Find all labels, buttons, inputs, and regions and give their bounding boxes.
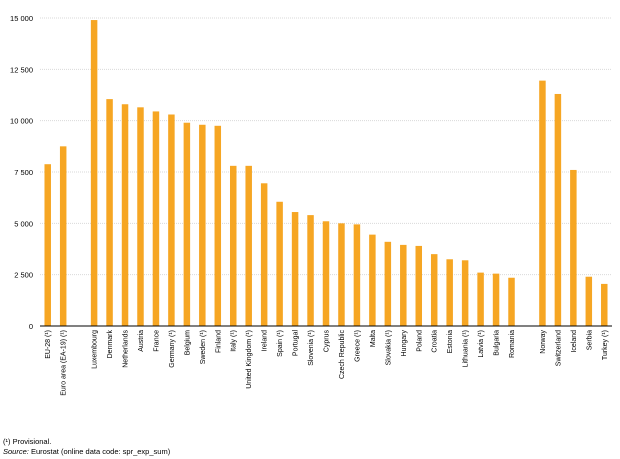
bar — [585, 276, 593, 326]
x-tick-label: Hungary — [401, 330, 408, 357]
bar — [59, 146, 67, 326]
x-tick-label: Norway — [540, 330, 547, 354]
x-tick-label: Malta — [370, 330, 377, 347]
source-label: Source: — [3, 447, 29, 456]
x-tick-label: Latvia (¹) — [478, 330, 485, 358]
y-axis-ticks: 0 2 500 5 000 7 500 10 000 12 500 15 000 — [10, 14, 33, 331]
bar — [322, 221, 330, 326]
x-tick-label: Iceland — [571, 330, 578, 353]
x-tick-label: Netherlands — [123, 330, 130, 368]
bar — [601, 283, 608, 326]
bar — [260, 183, 268, 326]
bar — [245, 165, 252, 326]
bar — [183, 122, 191, 326]
x-tick-label: Slovenia (¹) — [308, 330, 315, 366]
footnote-source: Source: Eurostat (online data code: spr_… — [3, 447, 170, 456]
x-axis-labels: EU-28 (¹) Euro area (EA-19) (¹) Luxembourg… — [45, 330, 609, 396]
x-tick-label: Portugal — [293, 330, 300, 357]
bar — [307, 215, 314, 326]
y-tick-label: 12 500 — [10, 65, 33, 74]
bar — [291, 212, 299, 326]
x-tick-label: France — [153, 330, 160, 352]
x-tick-label: Finland — [215, 330, 222, 353]
x-tick-label: Euro area (EA-19) (¹) — [61, 330, 68, 396]
y-tick-label: 5 000 — [14, 219, 33, 228]
bar — [570, 169, 577, 326]
bar — [554, 93, 562, 327]
bar — [446, 259, 453, 326]
x-tick-label: Turkey (¹) — [602, 330, 609, 360]
x-tick-label: Bulgaria — [494, 330, 501, 356]
y-tick-label: 2 500 — [14, 271, 33, 280]
bar — [539, 80, 546, 326]
x-tick-label: Estonia — [447, 330, 454, 353]
x-tick-label: Ireland — [262, 330, 269, 352]
bar — [214, 125, 222, 326]
x-tick-label: EU-28 (¹) — [45, 330, 52, 359]
footnote-provisional: (¹) Provisional. — [3, 437, 52, 446]
bar — [276, 201, 283, 326]
bar — [168, 114, 175, 326]
bar — [137, 107, 144, 326]
x-tick-label: Sweden (¹) — [200, 330, 207, 364]
bar — [477, 272, 484, 326]
x-tick-label: Greece (¹) — [354, 330, 361, 362]
bar — [369, 234, 376, 326]
x-tick-label: Luxembourg — [92, 330, 99, 369]
bar — [106, 99, 113, 327]
x-tick-label: Belgium — [184, 330, 191, 355]
bar — [430, 254, 438, 326]
x-tick-label: Poland — [416, 330, 423, 352]
bar — [384, 241, 392, 326]
bar — [199, 124, 206, 326]
x-tick-label: Switzerland — [555, 330, 562, 366]
bar — [508, 277, 515, 326]
x-tick-label: Croatia — [432, 330, 439, 353]
x-tick-label: Czech Republic — [339, 330, 346, 380]
bar — [338, 223, 345, 326]
x-tick-label: Denmark — [107, 330, 114, 359]
y-tick-label: 7 500 — [14, 168, 33, 177]
x-tick-label: Serbia — [586, 330, 593, 350]
source-text: Eurostat (online data code: spr_exp_sum) — [28, 447, 171, 456]
bar — [415, 245, 423, 326]
y-tick-label: 0 — [29, 322, 33, 331]
bar — [400, 244, 407, 326]
x-tick-label: Slovakia (¹) — [385, 330, 392, 365]
bar — [121, 104, 129, 327]
x-tick-label: Germany (¹) — [169, 330, 176, 368]
bar — [152, 111, 160, 326]
bar — [229, 165, 237, 326]
bar — [492, 273, 500, 326]
x-tick-label: United Kingdom (¹) — [246, 330, 253, 389]
bar — [44, 164, 51, 326]
x-tick-label: Austria — [138, 330, 145, 352]
x-tick-label: Lithuania (¹) — [463, 330, 470, 367]
bar — [90, 20, 98, 326]
x-tick-label: Italy (¹) — [231, 330, 238, 352]
bar — [353, 224, 361, 326]
x-tick-label: Romania — [509, 330, 516, 358]
x-tick-label: Cyprus — [324, 330, 331, 353]
bars — [44, 20, 608, 327]
y-tick-label: 10 000 — [10, 117, 33, 126]
y-tick-label: 15 000 — [10, 14, 33, 23]
bar — [461, 260, 469, 326]
x-tick-label: Spain (¹) — [277, 330, 284, 357]
